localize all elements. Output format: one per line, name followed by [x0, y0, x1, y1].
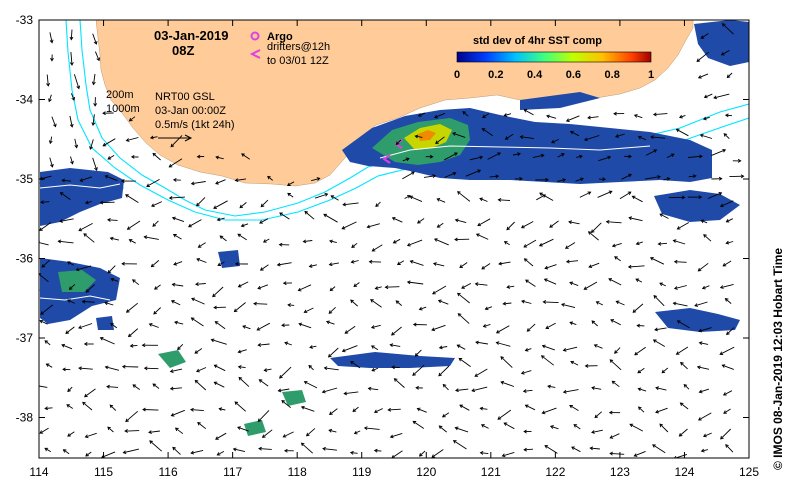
y-tick-label: -38	[16, 411, 34, 425]
x-tick-label: 120	[416, 465, 436, 479]
y-tick-label: -36	[16, 252, 34, 266]
y-axis: -33 -34 -35 -36 -37 -38	[16, 13, 749, 425]
colorbar-tick-label: 1	[648, 69, 654, 81]
depth-1000-label: 1000m	[106, 103, 140, 115]
product-info: 200m 1000m NRT00 GSL 03-Jan 00:00Z 0.5m/…	[106, 89, 234, 142]
x-tick-label: 118	[288, 465, 307, 479]
drifter-tracks	[39, 145, 651, 301]
x-tick-label: 114	[29, 465, 48, 479]
y-tick-label: -34	[16, 93, 34, 107]
time-label: 08Z	[172, 43, 194, 58]
scale-label: 0.5m/s (1kt 24h)	[155, 119, 234, 131]
date-label: 03-Jan-2019	[154, 28, 228, 43]
x-tick-label: 121	[481, 465, 501, 479]
credit-label: © IMOS 08-Jan-2019 12:03 Hobart Time	[771, 247, 785, 470]
colorbar-gradient	[456, 51, 652, 63]
x-tick-label: 119	[352, 465, 371, 479]
drifter-icon	[249, 49, 261, 59]
colorbar: std dev of 4hr SST comp 0 0.2 0.4 0.6 0.8 1	[454, 35, 654, 81]
drifters-to-label: to 03/01 12Z	[267, 55, 329, 67]
colorbar-ticks: 0 0.2 0.4 0.6 0.8 1	[454, 69, 654, 81]
argo-label: Argo	[267, 31, 293, 43]
x-tick-label: 125	[739, 465, 759, 479]
colorbar-title: std dev of 4hr SST comp	[473, 35, 602, 47]
x-tick-label: 122	[545, 465, 565, 479]
y-tick-label: -35	[16, 172, 34, 186]
x-tick-label: 124	[674, 465, 694, 479]
scale-arrow-head	[184, 134, 193, 142]
y-tick-label: -37	[16, 331, 34, 345]
colorbar-tick-label: 0.4	[527, 69, 543, 81]
valid-time-label: 03-Jan 00:00Z	[155, 105, 226, 117]
argo-legend: Argo drifters@12h to 03/01 12Z	[249, 31, 330, 67]
x-tick-label: 117	[223, 465, 242, 479]
colorbar-tick-label: 0.8	[605, 69, 620, 81]
plot-frame	[38, 19, 750, 459]
colorbar-tick-label: 0	[454, 69, 460, 81]
sst-patches	[40, 20, 749, 436]
argo-icon	[250, 31, 260, 41]
x-tick-label: 116	[159, 465, 178, 479]
drifters-label: drifters@12h	[267, 41, 330, 53]
depth-200-label: 200m	[106, 89, 134, 101]
y-tick-label: -33	[16, 13, 34, 27]
product-label: NRT00 GSL	[155, 91, 215, 103]
x-tick-label: 123	[610, 465, 630, 479]
x-tick-label: 115	[94, 465, 113, 479]
colorbar-tick-label: 0.6	[566, 69, 581, 81]
current-vectors	[39, 23, 745, 458]
colorbar-tick-label: 0.2	[488, 69, 503, 81]
x-axis: 114 115 116 117 118 119 120 121 122 123 124 125	[29, 20, 759, 479]
